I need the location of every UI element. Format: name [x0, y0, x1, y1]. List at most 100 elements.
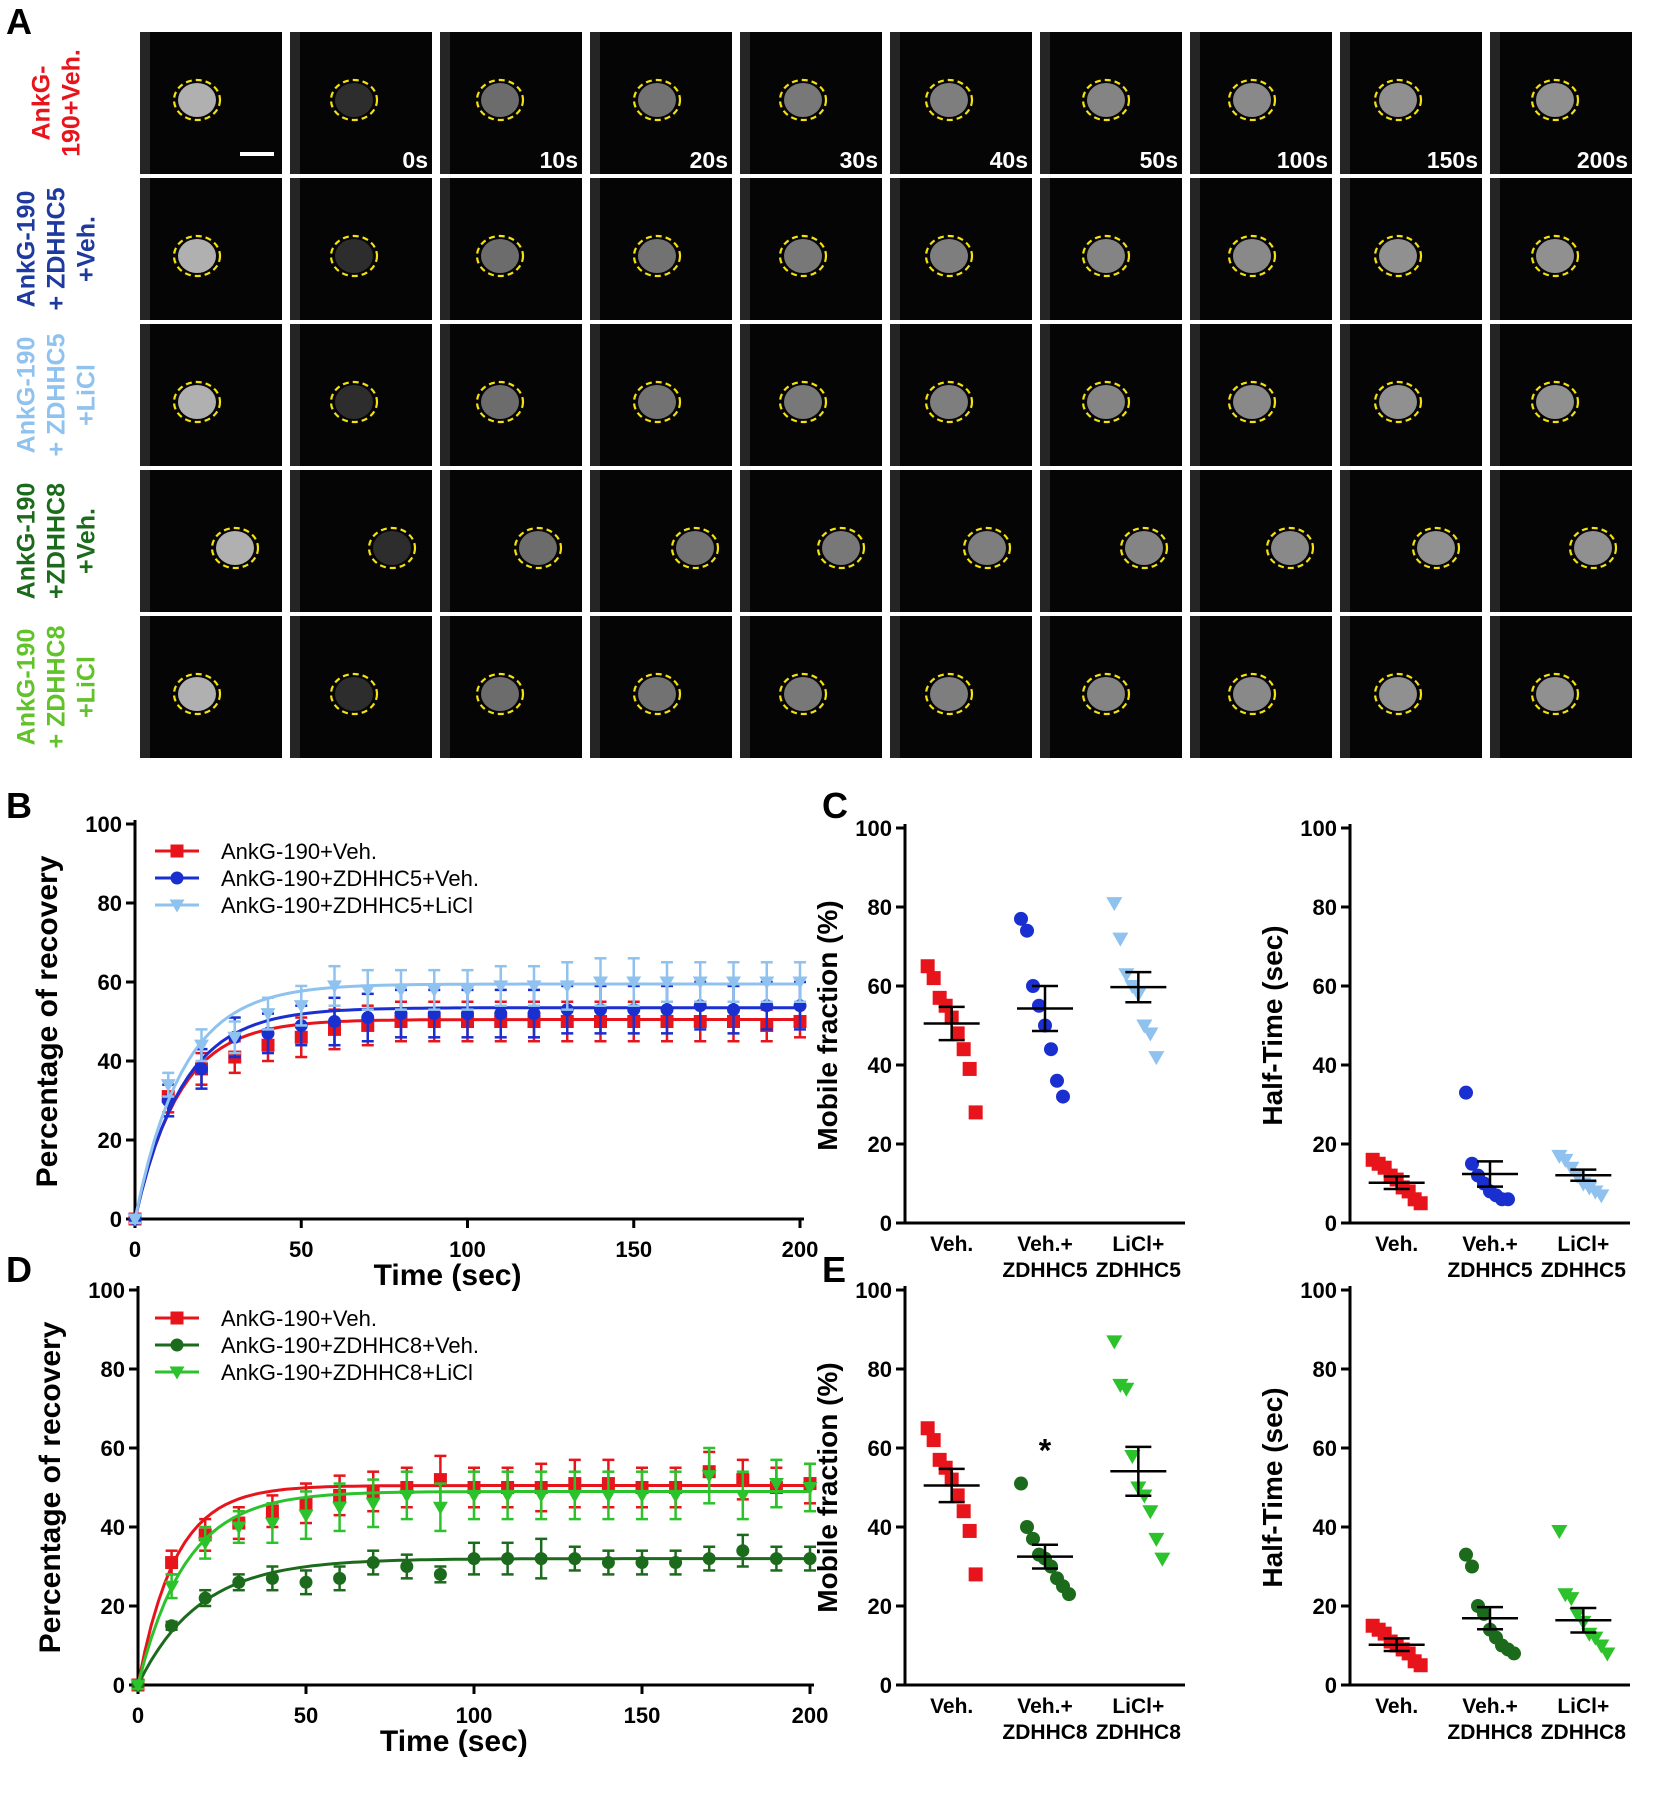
- image-cell: [1190, 616, 1332, 758]
- data-point: [399, 1489, 415, 1503]
- image-cell-dendrite: [1040, 324, 1050, 466]
- data-point: [494, 1007, 508, 1021]
- row-label-line: +LiCl: [73, 656, 101, 718]
- y-tick-label: 60: [1313, 1436, 1337, 1461]
- series: [130, 1446, 818, 1693]
- y-tick-label: 80: [868, 895, 892, 920]
- image-cell-dendrite: [590, 32, 600, 174]
- category-label: ZDHHC5: [1447, 1259, 1532, 1282]
- data-point: [668, 1489, 684, 1503]
- data-point: [264, 1517, 280, 1531]
- spine-signal: [638, 239, 676, 273]
- roi-outline: [1373, 78, 1423, 122]
- image-cell-bg: [1340, 470, 1482, 612]
- spine-signal: [335, 385, 373, 419]
- group: [1551, 1525, 1616, 1662]
- category-label: Veh.+: [1017, 1233, 1072, 1256]
- spine-signal: [216, 531, 254, 565]
- row-label-line: AnkG-190: [13, 483, 41, 600]
- data-point: [460, 984, 475, 998]
- spine-signal: [930, 83, 968, 117]
- data-point: [600, 1489, 616, 1503]
- data-point: [1106, 1335, 1123, 1350]
- data-point: [361, 1011, 375, 1025]
- data-point: [962, 1523, 977, 1538]
- spine-signal: [930, 677, 968, 711]
- image-cell-dendrite: [440, 32, 450, 174]
- image-cell: [440, 470, 582, 612]
- spine-signal: [481, 83, 519, 117]
- image-cell-dendrite: [440, 470, 450, 612]
- y-axis-title: Mobile fraction (%): [812, 900, 843, 1150]
- panel-label-c: C: [822, 785, 848, 826]
- data-point: [727, 1003, 740, 1017]
- data-point: [1118, 1382, 1135, 1397]
- roi-outline: [632, 78, 682, 122]
- y-tick-label: 20: [1313, 1132, 1337, 1157]
- image-cell-dendrite: [740, 32, 750, 174]
- image-cell-dendrite: [140, 178, 150, 320]
- data-point: [1587, 1631, 1604, 1646]
- image-cell: 30s: [740, 32, 882, 174]
- data-point: [332, 1501, 348, 1515]
- image-cell-dendrite: [1190, 470, 1200, 612]
- data-point: [1557, 1153, 1574, 1168]
- spine-signal: [1233, 385, 1271, 419]
- data-point: [165, 1619, 179, 1633]
- y-tick-label: 40: [868, 1515, 892, 1540]
- data-point: [1124, 1449, 1141, 1464]
- category-label: Veh.: [1375, 1233, 1418, 1256]
- data-point: [493, 980, 509, 994]
- image-cell: [1490, 616, 1632, 758]
- data-point: [635, 1556, 649, 1570]
- roi-outline: [632, 380, 682, 424]
- data-point: [692, 976, 708, 990]
- data-point: [1459, 1547, 1473, 1562]
- data-point: [526, 980, 542, 994]
- roi-outline: [924, 234, 974, 278]
- image-cell: [1040, 324, 1182, 466]
- data-point: [527, 1007, 541, 1021]
- category-label: LiCl+: [1112, 1233, 1164, 1256]
- image-cell-bg: [290, 616, 432, 758]
- data-point: [1056, 1089, 1070, 1104]
- data-point: [1106, 897, 1123, 912]
- image-cell: [890, 470, 1032, 612]
- data-point: [567, 1489, 583, 1503]
- spine-signal: [968, 531, 1006, 565]
- time-label: 40s: [990, 147, 1028, 173]
- spine-signal: [519, 531, 557, 565]
- group: [1459, 1547, 1521, 1661]
- data-point: [1569, 1169, 1586, 1184]
- data-point: [1050, 1073, 1064, 1088]
- category-label: Veh.+: [1017, 1695, 1072, 1718]
- x-tick-label: 50: [294, 1703, 318, 1728]
- data-point: [1465, 1156, 1479, 1171]
- image-cell: [590, 178, 732, 320]
- image-cell: [590, 616, 732, 758]
- row-label-line: AnkG-190: [13, 337, 41, 454]
- image-cell: [1040, 470, 1182, 612]
- y-tick-label: 0: [1325, 1211, 1337, 1236]
- legend-marker: [169, 899, 185, 913]
- image-cell: 100s: [1190, 32, 1332, 174]
- spine-signal: [1536, 83, 1574, 117]
- image-cell-dendrite: [290, 324, 300, 466]
- y-axis-title: Mobile fraction (%): [812, 1362, 843, 1612]
- row-label-line: +LiCl: [73, 364, 101, 426]
- image-cell-dendrite: [1040, 470, 1050, 612]
- group: [1365, 1618, 1428, 1673]
- image-cell-dendrite: [140, 32, 150, 174]
- data-point: [1593, 1189, 1610, 1204]
- spine-signal: [638, 83, 676, 117]
- image-cell-dendrite: [140, 616, 150, 758]
- y-tick-label: 80: [1313, 1357, 1337, 1382]
- spine-signal: [178, 385, 216, 419]
- spine-signal: [784, 677, 822, 711]
- roi-outline: [329, 234, 379, 278]
- roi-outline: [475, 672, 525, 716]
- data-point: [299, 1575, 313, 1589]
- category-label: Veh.+: [1462, 1233, 1517, 1256]
- image-cell: [140, 32, 282, 174]
- image-cell-dendrite: [290, 178, 300, 320]
